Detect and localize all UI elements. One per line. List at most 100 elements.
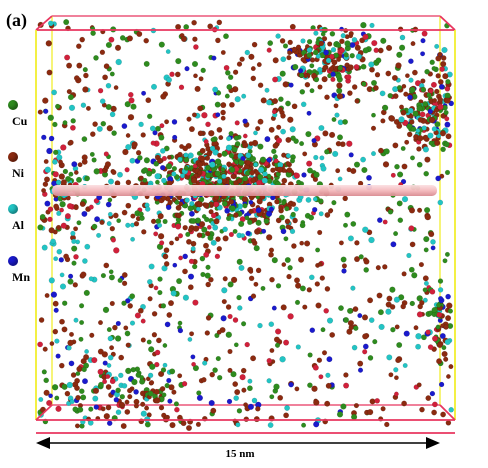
atom-dot [318,374,324,380]
atom-dot [296,179,302,185]
atom-dot [313,154,319,161]
atom-dot [151,310,158,317]
atom-dot [250,177,257,184]
atom-dot [339,38,345,45]
atom-dot [444,86,451,92]
atom-dot [190,177,198,184]
atom-dot [171,119,178,125]
atom-dot [140,318,146,324]
atom-dot [50,291,58,298]
atom-dot [353,403,360,409]
atom-dot [216,19,223,26]
atom-dot [326,356,333,363]
atom-dot [351,84,358,90]
atom-dot [124,408,131,415]
atom-dot [221,178,228,184]
atom-dot [253,245,260,252]
atom-dot [116,218,122,224]
atom-dot [423,280,429,286]
atom-dot [280,113,286,119]
atom-dot [192,365,200,372]
atom-dot [385,308,392,315]
atom-dot [238,159,245,166]
atom-dot [291,46,298,53]
atom-dot [433,107,439,113]
atom-dot [146,278,153,285]
atom-dot [347,64,354,71]
atom-dot [187,336,193,342]
atom-dot [114,44,122,51]
atom-dot [146,113,153,120]
atom-dot [241,93,247,99]
atom-dot [51,89,57,96]
atom-dot [172,134,178,141]
atom-dot [256,62,262,68]
atom-dot [410,126,417,132]
atom-dot [270,167,276,173]
atom-dot [416,295,423,302]
atom-dot [233,342,239,348]
atom-dot [90,131,96,137]
atom-dot [257,82,264,88]
atom-dot [335,168,341,174]
atom-dot [239,56,245,62]
atom-dot [53,256,59,262]
atom-dot [249,169,255,176]
atom-dot [165,204,172,211]
atom-dot [48,135,55,142]
atom-dot [38,317,45,323]
atom-dot [279,70,286,77]
atom-dot [94,216,101,223]
atom-dot [336,82,343,89]
atom-dot [408,114,414,119]
atom-dot [343,382,350,389]
atom-dot [43,158,49,164]
atom-dot [341,263,348,269]
atom-dot [430,245,436,251]
atom-dot [441,46,448,54]
atom-dot [329,331,336,338]
atom-dot [184,197,190,203]
atom-dot [66,62,73,69]
atom-dot [189,331,195,337]
atom-dot [415,128,421,134]
atom-dot [154,349,161,356]
atom-dot [263,218,270,225]
atom-dot [255,219,262,226]
atom-dot [211,55,217,61]
atom-dot [99,98,106,104]
atom-dot [119,35,126,41]
atom-dot [438,296,444,302]
atom-dot [84,349,90,354]
atom-dot [250,293,257,299]
atom-dot [199,155,206,162]
atom-dot [209,371,215,378]
atom-dot [207,23,214,30]
atom-dot [170,290,177,297]
legend-item-al: Al [4,204,44,244]
atom-dot [206,224,212,230]
atom-dot [148,346,155,353]
atom-dot [422,101,429,107]
atom-dot [196,390,202,396]
legend-item-cu: Cu [4,100,44,140]
atom-dot [244,341,250,348]
atom-dot [215,37,221,44]
atom-dot [388,372,394,378]
atom-dot [166,154,172,160]
atom-dot [169,71,175,78]
atom-dot [236,408,243,414]
atom-dot [159,385,166,392]
atom-dot [327,41,333,47]
atom-dot [417,134,424,142]
atom-dot [255,207,262,214]
atom-dot [280,304,287,311]
atom-dot [436,342,443,348]
atom-dot [424,68,430,75]
atom-dot [344,211,351,218]
atom-dot [71,260,77,266]
atom-dot [142,177,148,183]
atom-dot [241,321,247,327]
atom-dot [53,149,59,156]
atom-dot [293,138,299,144]
